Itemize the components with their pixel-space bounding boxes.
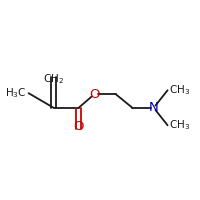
Text: N: N xyxy=(149,101,159,114)
Text: CH$_3$: CH$_3$ xyxy=(169,83,190,97)
Text: CH$_3$: CH$_3$ xyxy=(169,118,190,132)
Text: O: O xyxy=(89,88,100,101)
Text: H$_3$C: H$_3$C xyxy=(5,86,27,100)
Text: CH$_2$: CH$_2$ xyxy=(43,72,64,86)
Text: O: O xyxy=(73,120,84,133)
